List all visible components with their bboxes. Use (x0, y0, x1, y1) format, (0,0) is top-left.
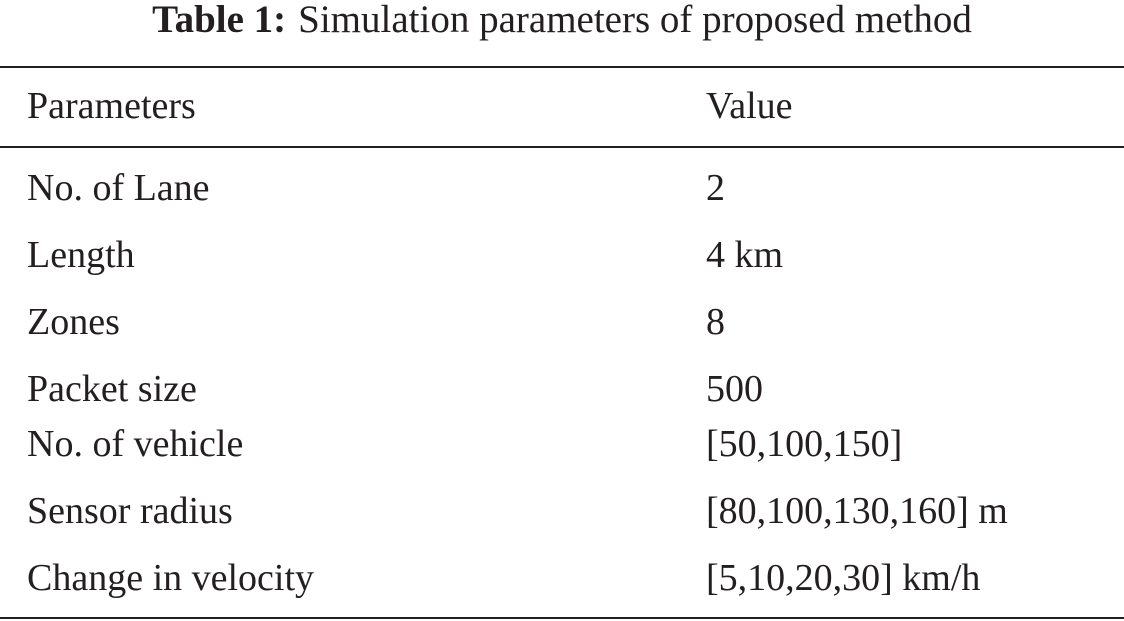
top-rule (0, 66, 1124, 68)
parameter-cell: Sensor radius (27, 490, 233, 532)
value-cell: 8 (706, 301, 725, 343)
header-cell: Parameters (27, 85, 196, 127)
bottom-rule (0, 617, 1124, 619)
header-rule (0, 146, 1124, 148)
parameter-cell: Change in velocity (27, 557, 315, 599)
parameter-cell: No. of vehicle (27, 423, 244, 465)
parameter-cell: Length (27, 234, 135, 276)
value-cell: 500 (706, 368, 763, 410)
value-cell: [5,10,20,30] km/h (706, 557, 981, 599)
parameter-cell: Zones (27, 301, 120, 343)
table-caption: Table 1: Simulation parameters of propose… (0, 0, 1124, 40)
parameter-cell: Packet size (27, 368, 197, 410)
value-cell: 2 (706, 167, 725, 209)
value-cell: 4 km (706, 234, 784, 276)
value-cell: [80,100,130,160] m (706, 490, 1008, 532)
caption-text: Simulation parameters of proposed method (298, 0, 972, 41)
header-cell: Value (706, 85, 793, 127)
parameter-cell: No. of Lane (27, 167, 210, 209)
caption-label: Table 1: (152, 0, 287, 41)
value-cell: [50,100,150] (706, 423, 903, 465)
